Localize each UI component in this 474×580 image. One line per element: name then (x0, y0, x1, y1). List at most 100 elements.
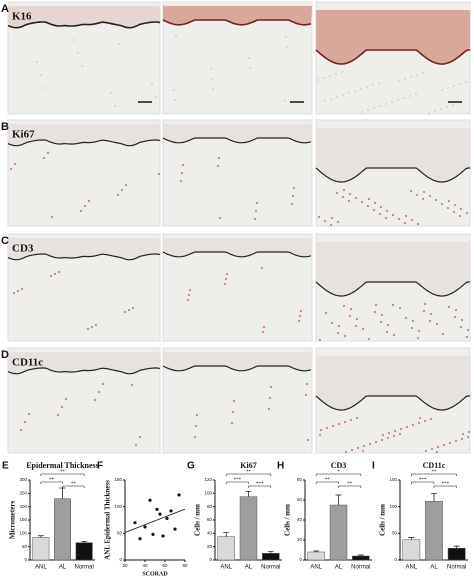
stain-dot (117, 42, 121, 46)
stain-dot (335, 191, 339, 195)
stain-dot (417, 329, 421, 333)
stain-dot (424, 449, 428, 453)
stain-dot (297, 319, 301, 323)
stain-dot (421, 197, 425, 201)
epidermis-border (162, 365, 312, 372)
stain-dot (80, 64, 84, 68)
stain-dot (157, 172, 161, 176)
stain-dot (195, 413, 199, 417)
stain-dot (354, 196, 358, 200)
bar (329, 504, 348, 561)
stain-dot (319, 428, 323, 432)
stain-dot (150, 82, 154, 86)
stain-dot (380, 438, 384, 442)
stain-dot (113, 104, 117, 108)
stain-dot (231, 410, 235, 414)
stain-dot (253, 217, 257, 221)
stain-dot (405, 425, 409, 429)
epidermis (163, 238, 312, 257)
stain-dot (343, 420, 347, 424)
stain-dot (64, 397, 68, 401)
stain-dot (337, 324, 341, 328)
y-axis-label: Cells / mm (194, 504, 202, 536)
stain-dot (20, 287, 24, 291)
stain-dot (27, 412, 31, 416)
stain-dot (385, 209, 389, 213)
stain-dot (429, 417, 433, 421)
y-tick-label: 50 (117, 531, 123, 536)
stain-dot (415, 73, 419, 77)
stain-dot (452, 210, 456, 214)
stain-dot (423, 419, 427, 423)
stain-dot (216, 164, 220, 168)
stain-dot (374, 440, 378, 444)
stain-dot (436, 445, 440, 449)
panel-label: A (1, 3, 9, 15)
epidermis-border (7, 139, 161, 147)
stain-dot (248, 66, 252, 70)
significance-label: ** (347, 482, 353, 487)
significance-bracket (40, 481, 63, 484)
stain-dot (97, 390, 101, 394)
error-bar (245, 490, 252, 497)
epidermis-border (162, 19, 312, 26)
stain-dot (447, 199, 451, 203)
stain-dot (292, 186, 296, 190)
stain-dot (355, 317, 359, 321)
stain-dot (361, 327, 365, 331)
stain-dot (409, 75, 413, 79)
stain-dot (181, 163, 185, 167)
stain-dot (124, 183, 128, 187)
stain-dot (445, 105, 449, 109)
epidermis (163, 6, 312, 25)
stain-dot (336, 331, 340, 335)
stain-dot (430, 447, 434, 451)
stain-dot (361, 449, 365, 453)
stain-dot (384, 102, 388, 106)
stain-dot (398, 306, 402, 310)
epidermis-border (162, 137, 312, 144)
scatter-point (143, 525, 147, 529)
stain-dot (285, 45, 289, 49)
significance-bracket (225, 473, 272, 476)
stain-label: Ki67 (12, 129, 35, 141)
stain-dot (454, 439, 458, 443)
stain-dot (349, 418, 353, 422)
y-tick-label: 100 (389, 504, 397, 509)
stain-dot (344, 450, 348, 454)
epidermis-border (7, 21, 161, 29)
stain-dot (19, 428, 23, 432)
significance-label: * (337, 470, 340, 475)
y-tick-label: 60 (207, 517, 213, 522)
stain-dot (290, 202, 294, 206)
stain-dot (353, 89, 357, 93)
y-tick-label: 150 (19, 517, 27, 522)
stain-dot (386, 323, 390, 327)
y-tick-label: 250 (19, 491, 27, 496)
stain-dot (448, 441, 452, 445)
stain-dot (442, 443, 446, 447)
stain-dot (367, 337, 371, 341)
stain-dot (134, 443, 138, 447)
stain-dot (123, 310, 127, 314)
significance-label: *** (256, 482, 264, 487)
stain-dot (459, 207, 463, 211)
trend-line (124, 508, 186, 533)
stain-dot (441, 332, 445, 336)
significance-bracket (315, 481, 339, 484)
chart-title: Epidermal Thickness (26, 461, 99, 470)
stain-dot (379, 320, 383, 324)
y-tick-label: 0 (299, 557, 302, 562)
stain-dot (447, 305, 451, 309)
epidermis (8, 238, 160, 260)
stain-dot (179, 179, 183, 183)
epidermis (8, 124, 160, 146)
panel-label: B (1, 121, 9, 133)
y-tick-label: 0 (24, 557, 27, 562)
significance-bracket (433, 485, 457, 488)
stain-dot (116, 193, 120, 197)
epidermis (316, 128, 470, 182)
significance-bracket (338, 485, 362, 488)
stain-dot (439, 107, 443, 111)
